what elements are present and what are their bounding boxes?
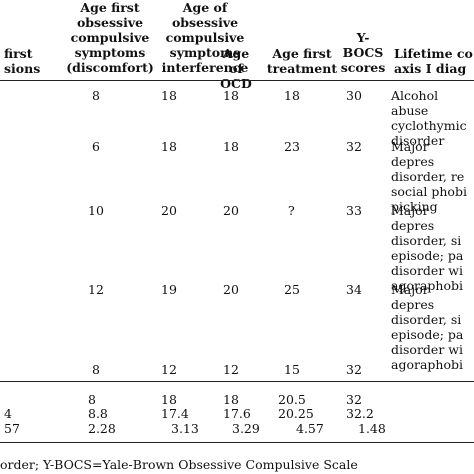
cell-comorbidity: Major depres disorder, re social phobi p… [391,139,467,214]
cell-discomfort: 8 [92,362,100,377]
cell-discomfort: 10 [88,203,104,218]
cell-interference: 19 [161,282,177,297]
cell-discomfort: 2.28 [88,421,116,436]
cell-ybocs: 32 [346,392,362,407]
cell-ocd: 12 [223,362,239,377]
header-lifetime-comorbidity: Lifetime co axis I diag [394,46,473,76]
cell-discomfort: 8 [92,88,100,103]
cell-ocd: 18 [223,139,239,154]
header-bottom-rule [0,80,474,81]
cell-first: 57 [4,421,20,436]
cell-interference: 20 [161,203,177,218]
cell-treatment: 20.5 [278,392,306,407]
cell-interference: 18 [161,139,177,154]
cell-interference: 3.13 [171,421,199,436]
cell-interference: 18 [161,392,177,407]
cell-first: 4 [4,406,12,421]
cell-treatment: 15 [284,362,300,377]
cell-interference: 17.4 [161,406,189,421]
cell-interference: 18 [161,88,177,103]
cell-comorbidity: Major depres disorder, si episode; pa di… [391,282,464,372]
cell-ocd: 17.6 [223,406,251,421]
header-age-first-discomfort: Age first obsessive compulsive symptoms … [66,0,154,75]
cell-ybocs: 32 [346,362,362,377]
cell-ybocs: 32.2 [346,406,374,421]
header-age-first-treatment: Age first treatment [266,46,338,76]
cell-ocd: 3.29 [232,421,260,436]
cell-discomfort: 8.8 [88,406,108,421]
cell-discomfort: 6 [92,139,100,154]
cell-ybocs: 34 [346,282,362,297]
cell-comorbidity: Major depres disorder, si episode; pa di… [391,203,464,293]
table-footnote: order; Y-BOCS=Yale-Brown Obsessive Compu… [0,457,358,472]
cell-discomfort: 8 [88,392,96,407]
header-first-obsessions: first sions [4,46,41,76]
cell-ybocs: 30 [346,88,362,103]
cell-ocd: 20 [223,282,239,297]
cell-ocd: 20 [223,203,239,218]
summary-top-rule [0,381,474,382]
header-ybocs-scores: Y- BOCS scores [340,30,386,75]
table-bottom-rule [0,442,474,443]
cell-treatment: 23 [284,139,300,154]
cell-ybocs: 1.48 [358,421,386,436]
header-age-of-ocd: Age of OCD [220,46,252,91]
cell-treatment: 25 [284,282,300,297]
cell-interference: 12 [161,362,177,377]
cell-ybocs: 32 [346,139,362,154]
cell-ybocs: 33 [346,203,362,218]
header-age-interference: Age of obsessive compulsive symptoms int… [161,0,249,75]
cell-treatment: 18 [284,88,300,103]
cell-treatment: ? [288,203,295,218]
cell-treatment: 20.25 [278,406,314,421]
cell-ocd: 18 [223,88,239,103]
cell-treatment: 4.57 [296,421,324,436]
cell-ocd: 18 [223,392,239,407]
cell-discomfort: 12 [88,282,104,297]
cell-comorbidity: Alcohol abuse cyclothymic disorder [391,88,467,148]
